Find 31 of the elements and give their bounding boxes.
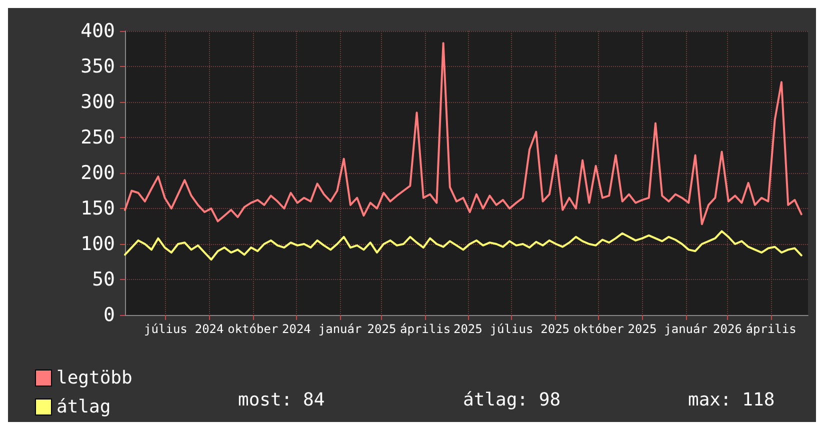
x-tick-label: 2024 [194,322,224,336]
x-tick-label: 2026 [713,322,742,336]
x-tick-label: április [746,322,796,336]
x-tick-label: január [318,322,362,336]
text: átlag: 98 [463,390,561,410]
x-tick-label: január [664,322,708,336]
x-tick-label: 2025 [453,322,482,336]
x-tick-label: július [144,322,188,336]
y-tick-label: 50 [92,268,115,290]
legend-label: átlag [56,396,111,418]
line-series [124,42,802,226]
legend-label: legtöbb [56,368,132,388]
x-tick-label: április [400,322,451,336]
x-tick-label: október [228,322,278,336]
line-series [124,230,802,261]
y-tick-label: 350 [80,56,115,78]
y-tick-label: 150 [80,198,115,220]
x-tick-label: október [573,322,624,336]
text: max: 118 [688,390,775,410]
y-tick-label: 200 [80,162,115,184]
y-tick-label: 300 [80,91,115,113]
y-tick-label: 0 [104,304,115,326]
y-tick-label: 100 [80,233,115,255]
x-tick-label: 2025 [628,322,657,336]
y-tick-label: 250 [80,126,115,148]
x-tick-label: 2025 [367,322,396,336]
text: most: 84 [238,390,325,410]
x-tick-label: július [490,322,534,336]
y-tick-label: 400 [80,20,115,42]
x-tick-label: 2024 [282,322,311,336]
x-tick-label: 2025 [540,322,570,336]
